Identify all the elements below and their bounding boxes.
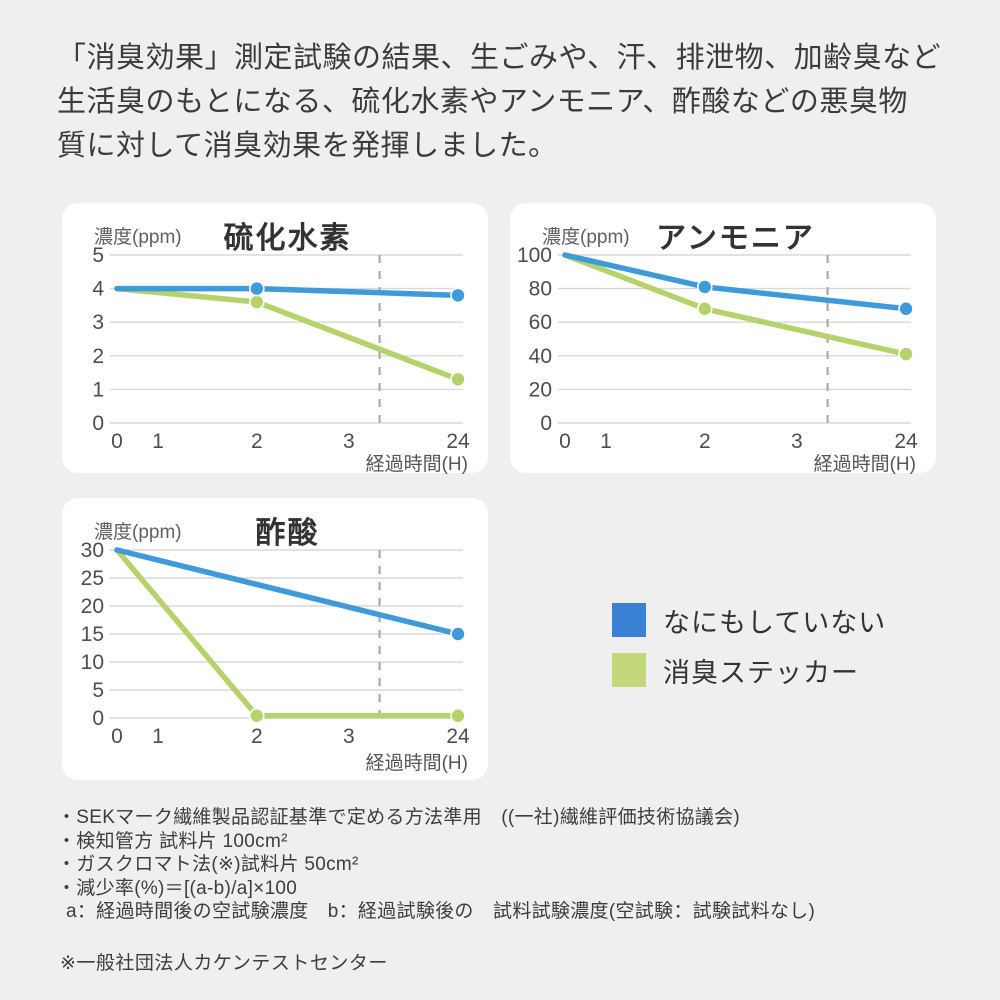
svg-text:5: 5 bbox=[92, 679, 104, 702]
svg-text:1: 1 bbox=[152, 725, 164, 748]
svg-text:2: 2 bbox=[251, 725, 263, 748]
svg-text:1: 1 bbox=[152, 430, 164, 453]
svg-text:24: 24 bbox=[446, 725, 470, 748]
svg-text:24: 24 bbox=[446, 430, 470, 453]
svg-text:10: 10 bbox=[81, 651, 104, 674]
svg-text:100: 100 bbox=[517, 244, 552, 267]
y-axis-unit-label: 濃度(ppm) bbox=[542, 227, 630, 248]
svg-text:15: 15 bbox=[81, 623, 104, 646]
svg-text:4: 4 bbox=[92, 278, 104, 301]
legend-swatch-blue bbox=[612, 603, 646, 637]
chart-title-hydrogen-sulfide: 硫化水素 bbox=[223, 222, 352, 255]
x-axis-label: 経過時間(H) bbox=[813, 454, 916, 475]
svg-text:1: 1 bbox=[600, 430, 612, 453]
svg-text:5: 5 bbox=[92, 244, 104, 267]
footnote-line: ・減少率(%)＝[(a-b)/a]×100 bbox=[57, 877, 298, 899]
svg-text:20: 20 bbox=[529, 378, 552, 401]
svg-text:0: 0 bbox=[111, 430, 123, 453]
x-axis-label: 経過時間(H) bbox=[365, 753, 468, 774]
svg-text:2: 2 bbox=[92, 345, 104, 368]
y-axis-unit-label: 濃度(ppm) bbox=[94, 522, 182, 543]
chart-card-ammonia: 0 20 40 60 80 100 0 1 2 3 24 濃度(ppm) アンモニア 経過時間(H) bbox=[510, 203, 936, 475]
legend-label-untreated: なにもしていない bbox=[663, 607, 887, 638]
heading-line: 生活臭のもとになる、硫化水素やアンモニア、酢酸などの悪臭物 bbox=[57, 86, 908, 118]
svg-text:3: 3 bbox=[92, 311, 104, 334]
footnotes: ・SEKマーク繊維製品認証基準で定める方法準用 ((一社)繊維評価技術協議会) … bbox=[57, 806, 967, 924]
svg-text:3: 3 bbox=[791, 430, 803, 453]
ammonia-line-chart: 0 20 40 60 80 100 0 1 2 3 24 bbox=[510, 203, 936, 473]
legend-item-deodorizing-sticker: 消臭ステッカー bbox=[612, 653, 886, 688]
svg-text:1: 1 bbox=[92, 378, 104, 401]
heading-line: 「消臭効果」測定試験の結果、生ごみや、汗、排泄物、加齢臭など bbox=[57, 42, 942, 74]
svg-text:0: 0 bbox=[559, 430, 571, 453]
svg-text:60: 60 bbox=[529, 311, 552, 334]
svg-text:24: 24 bbox=[894, 430, 918, 453]
svg-text:0: 0 bbox=[540, 412, 552, 435]
acetic-acid-line-chart: 0 5 10 15 20 25 30 0 1 2 3 24 bbox=[62, 498, 488, 768]
heading-line: 質に対して消臭効果を発揮しました。 bbox=[57, 130, 558, 162]
chart-card-acetic-acid: 0 5 10 15 20 25 30 0 1 2 3 24 濃度(ppm) 酢酸 経過時間(H) bbox=[62, 498, 488, 780]
legend-item-untreated: なにもしていない bbox=[612, 603, 887, 638]
svg-text:80: 80 bbox=[529, 278, 552, 301]
footnote-line: ・SEKマーク繊維製品認証基準で定める方法準用 ((一社)繊維評価技術協議会) bbox=[57, 807, 741, 828]
svg-text:0: 0 bbox=[111, 725, 123, 748]
legend-swatch-green bbox=[612, 653, 646, 687]
footnote-line: ・検知管方 試料片 100cm² bbox=[57, 830, 288, 852]
svg-text:3: 3 bbox=[343, 725, 355, 748]
svg-text:30: 30 bbox=[81, 539, 104, 562]
svg-text:20: 20 bbox=[81, 595, 104, 618]
chart-title-acetic-acid: 酢酸 bbox=[255, 517, 320, 550]
svg-text:2: 2 bbox=[251, 430, 263, 453]
legend-label-deodorizing-sticker: 消臭ステッカー bbox=[663, 657, 859, 688]
footnote-line: a：経過時間後の空試験濃度 b：経過試験後の 試料試験濃度(空試験：試験試料なし… bbox=[66, 901, 816, 922]
svg-text:0: 0 bbox=[92, 707, 104, 730]
test-center-note: ※一般社団法人カケンテストセンター bbox=[60, 953, 388, 974]
hydrogen-sulfide-line-chart: 0 1 2 3 4 5 0 1 2 3 24 bbox=[62, 203, 488, 473]
legend: なにもしていない 消臭ステッカー bbox=[612, 603, 886, 703]
footnote-line: ・ガスクロマト法(※)試料片 50cm² bbox=[57, 854, 359, 875]
x-axis-label: 経過時間(H) bbox=[365, 454, 468, 475]
svg-text:25: 25 bbox=[81, 567, 104, 590]
heading-paragraph: 「消臭効果」測定試験の結果、生ごみや、汗、排泄物、加齢臭など 生活臭のもとになる… bbox=[57, 36, 967, 168]
svg-text:3: 3 bbox=[343, 430, 355, 453]
chart-title-ammonia: アンモニア bbox=[656, 222, 815, 255]
chart-card-hydrogen-sulfide: 0 1 2 3 4 5 0 1 2 3 24 濃度(ppm) 硫化水素 経過時間(H) bbox=[62, 203, 488, 475]
svg-text:40: 40 bbox=[529, 345, 552, 368]
y-axis-unit-label: 濃度(ppm) bbox=[94, 227, 182, 248]
svg-text:0: 0 bbox=[92, 412, 104, 435]
svg-text:2: 2 bbox=[699, 430, 711, 453]
